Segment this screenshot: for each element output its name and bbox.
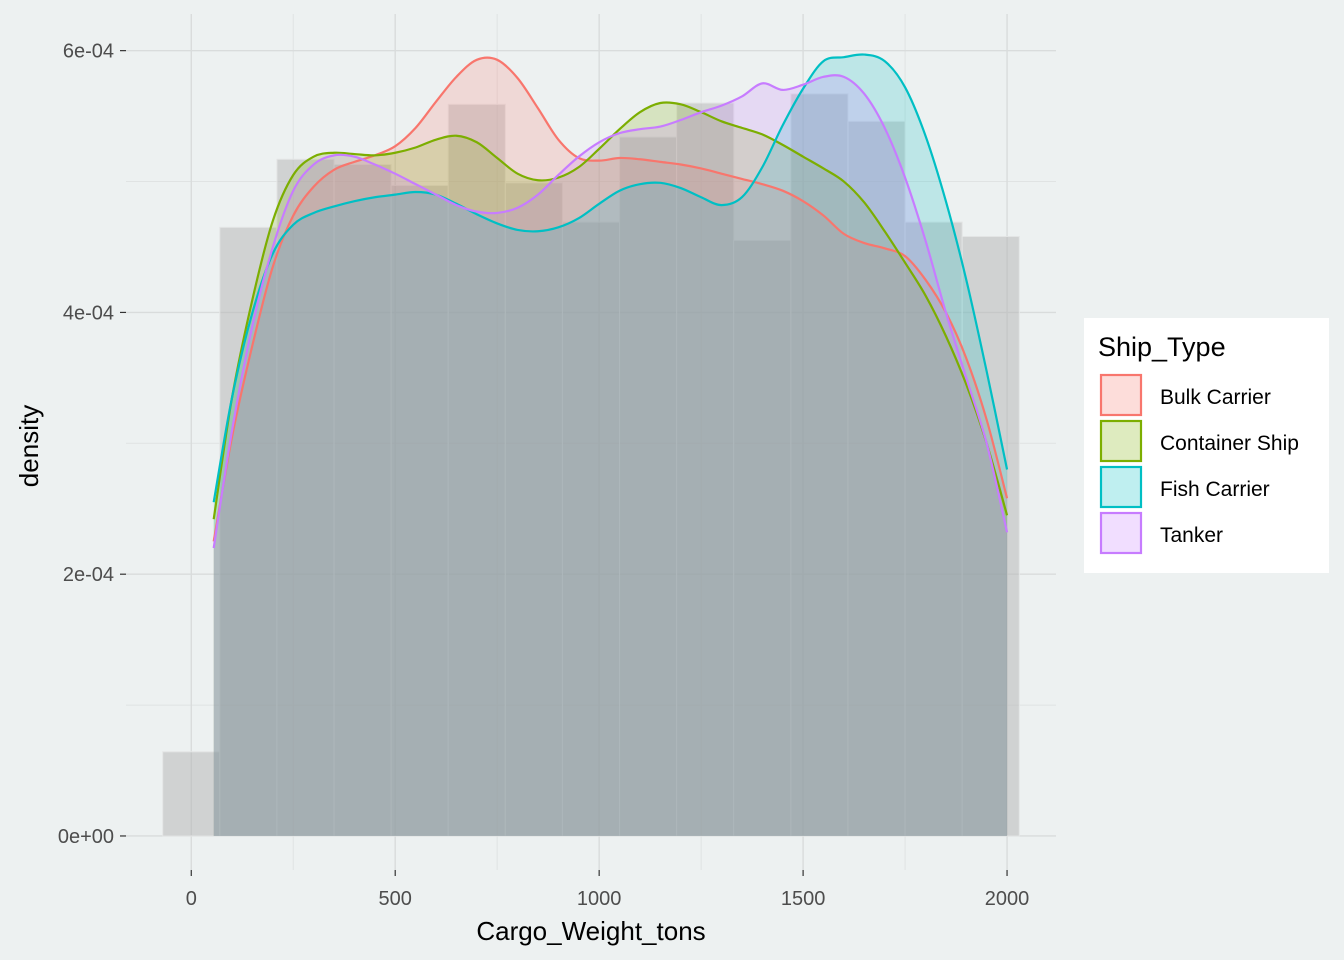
histogram-bar	[961, 236, 1020, 837]
legend-label-tanker: Tanker	[1160, 524, 1223, 547]
y-tick-label: 6e-04	[63, 41, 114, 63]
histogram-bar	[333, 164, 392, 837]
legend-key-tanker	[1099, 511, 1143, 555]
histogram-bar	[162, 751, 221, 837]
histogram-bar	[561, 221, 621, 837]
density-area-fish-carrier	[213, 54, 1008, 836]
x-tick-label: 2000	[985, 888, 1030, 910]
y-axis-ticks: 0e+00 2e-04 4e-04 6e-04	[58, 41, 126, 848]
density-area-tanker	[213, 75, 1008, 836]
density-line-tanker	[212, 74, 1009, 549]
x-axis-ticks: 0 500 1000 1500 2000	[186, 870, 1030, 910]
y-tick-label: 0e+00	[58, 826, 114, 848]
x-tick-label: 0	[186, 888, 197, 910]
legend-key-bg-tanker	[1100, 512, 1142, 554]
legend-key-bg-container-ship	[1100, 420, 1142, 462]
density-line-fish-carrier	[212, 53, 1009, 503]
legend-key-container-ship	[1099, 419, 1143, 463]
density-area-bulk-carrier	[213, 57, 1008, 836]
y-tick-label: 2e-04	[63, 564, 114, 586]
legend-key-fish-carrier	[1099, 465, 1143, 509]
x-axis-title: Cargo_Weight_tons	[476, 916, 705, 946]
histogram-bar	[390, 184, 449, 837]
legend-items: Bulk Carrier Container Ship Fish Carrier Ta…	[1099, 373, 1299, 555]
legend-label-container-ship: Container Ship	[1160, 432, 1299, 455]
legend-key-bulk-carrier	[1099, 373, 1143, 417]
histogram-bar	[676, 102, 735, 837]
y-tick-label: 4e-04	[63, 302, 114, 324]
histogram-bar	[733, 239, 792, 837]
legend-key-bg-fish-carrier	[1100, 466, 1142, 508]
legend-title: Ship_Type	[1098, 332, 1226, 362]
x-tick-label: 1500	[781, 888, 826, 910]
legend-key-bg-bulk-carrier	[1100, 374, 1142, 416]
density-line-bulk-carrier	[212, 56, 1009, 542]
legend-label-fish-carrier: Fish Carrier	[1160, 478, 1270, 501]
legend: Ship_Type Bulk Carrier Container Ship Fish…	[1084, 318, 1329, 573]
density-lines	[212, 53, 1009, 549]
histogram-bar	[619, 136, 678, 837]
x-tick-label: 500	[379, 888, 412, 910]
density-area-container-ship	[213, 102, 1008, 836]
histogram-bar	[276, 158, 335, 837]
histogram-bar	[504, 182, 563, 837]
density-line-container-ship	[212, 101, 1009, 520]
legend-label-bulk-carrier: Bulk Carrier	[1160, 386, 1271, 409]
x-tick-label: 1000	[577, 888, 622, 910]
y-axis-title: density	[14, 405, 44, 487]
density-fills	[213, 54, 1008, 836]
histogram-bar	[447, 103, 506, 837]
